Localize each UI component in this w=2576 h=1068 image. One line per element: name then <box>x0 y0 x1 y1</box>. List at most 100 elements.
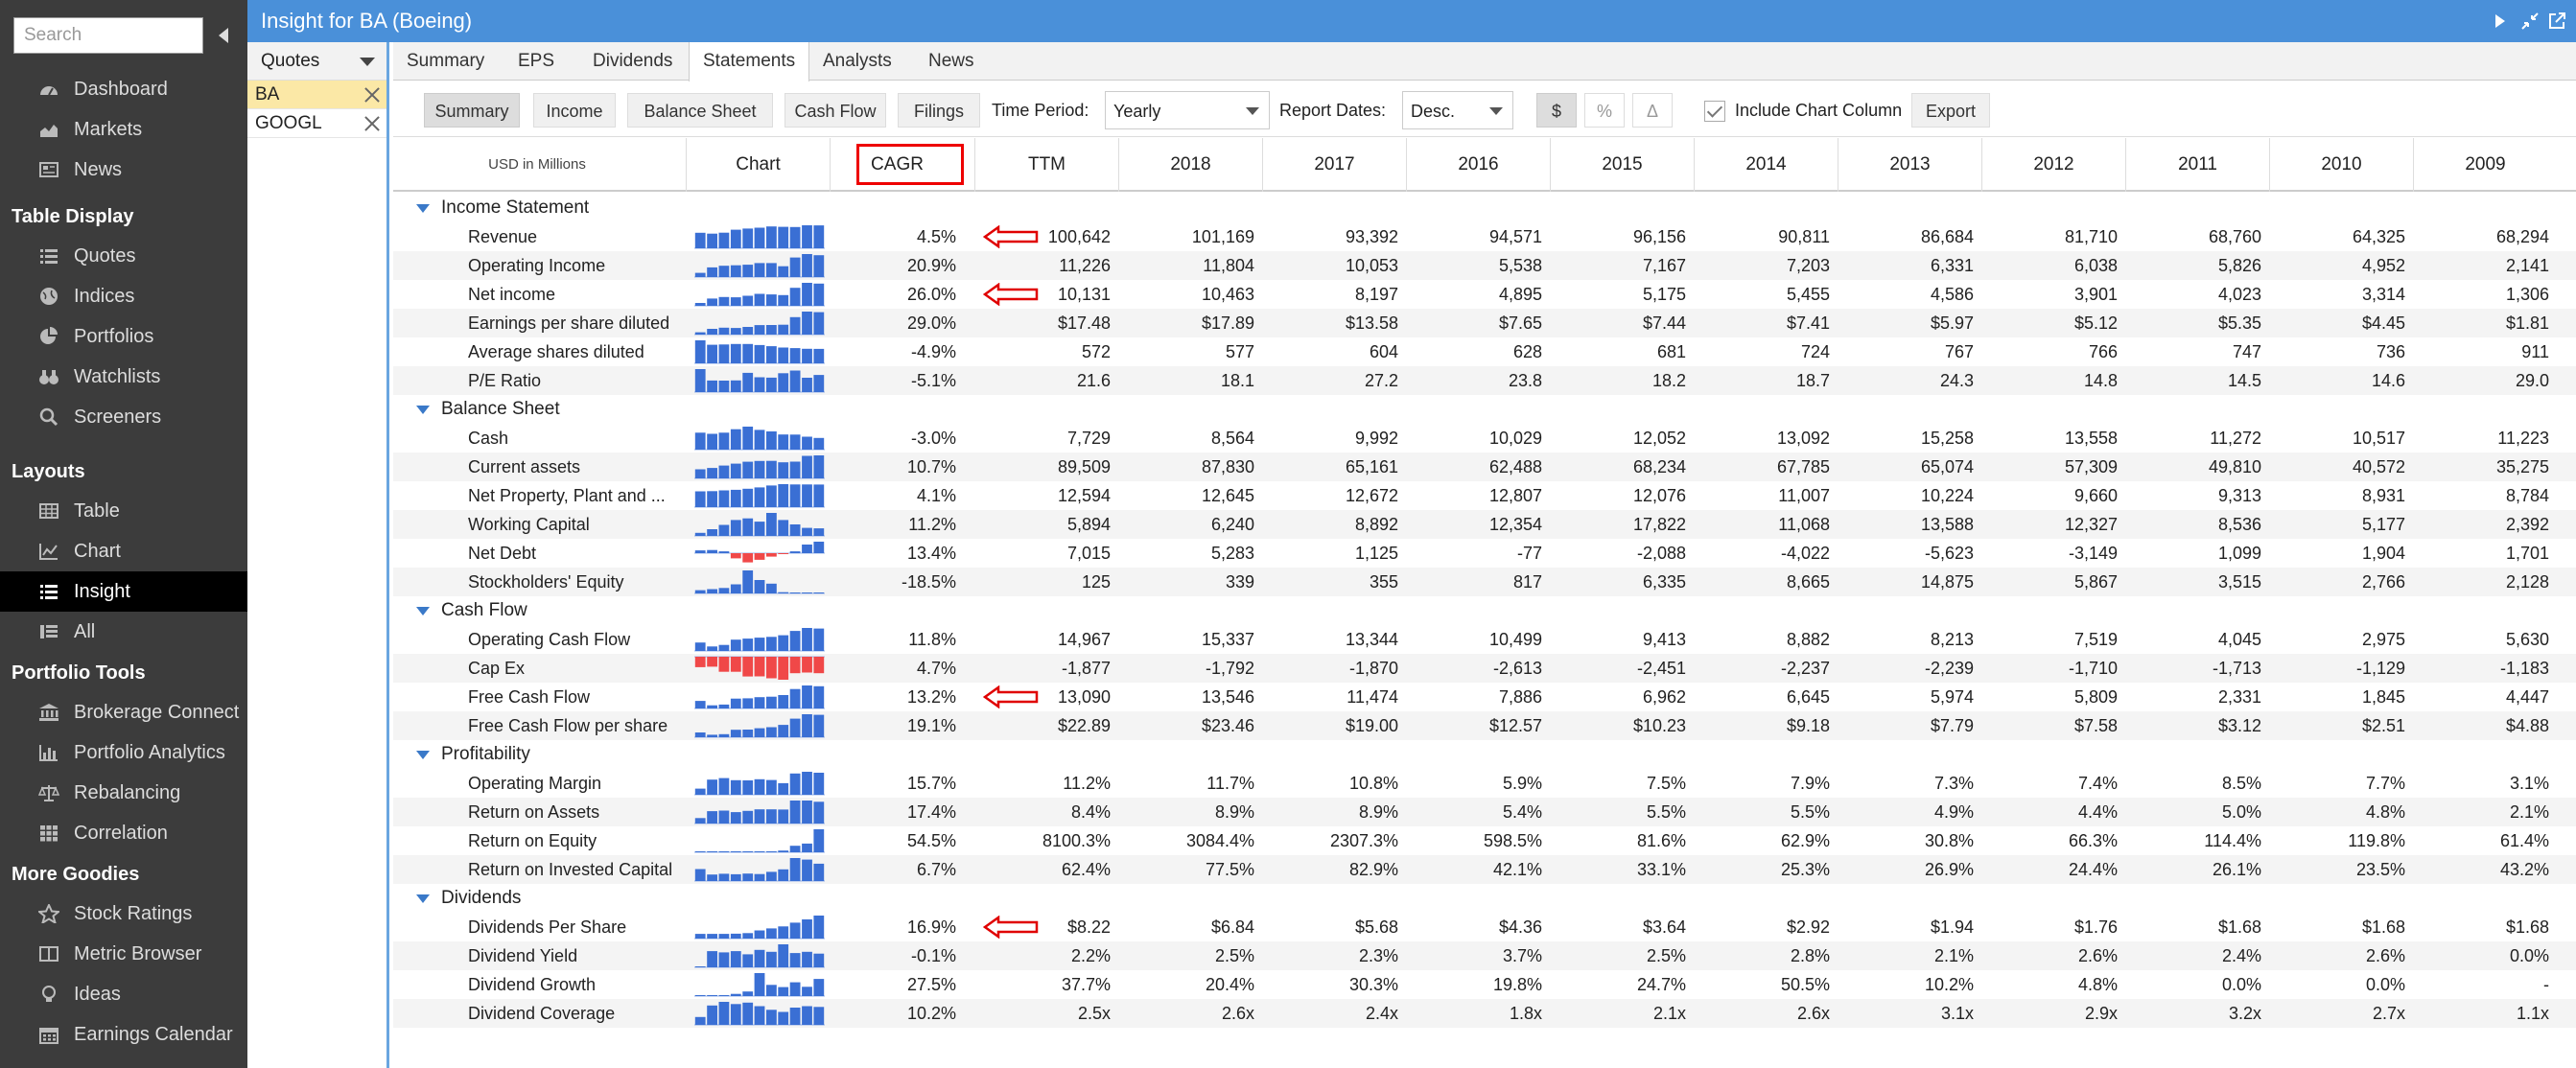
table-row[interactable]: Dividend Yield -0.1% 2.2% 2.5% 2.3% 3.7% 2.5% 2… <box>393 941 2576 970</box>
nav-item-chart[interactable]: Chart <box>0 531 247 571</box>
tab-eps[interactable]: EPS <box>518 51 555 71</box>
close-icon[interactable] <box>363 115 381 132</box>
nav-item-metric-browser[interactable]: Metric Browser <box>0 934 247 974</box>
table-row[interactable]: Cap Ex 4.7% -1,877 -1,792 -1,870 -2,613 -2,451… <box>393 654 2576 683</box>
include-chart-checkbox[interactable] <box>1704 101 1725 122</box>
table-row[interactable]: Operating Income 20.9% 11,226 11,804 10,053 5… <box>393 251 2576 280</box>
nav-item-rebalancing[interactable]: Rebalancing <box>0 773 247 813</box>
table-row[interactable]: Earnings per share diluted 29.0% $17.48 $17… <box>393 309 2576 337</box>
nav-item-indices[interactable]: Indices <box>0 276 247 316</box>
nav-item-brokerage-connect[interactable]: Brokerage Connect <box>0 692 247 732</box>
nav-item-ideas[interactable]: Ideas <box>0 974 247 1014</box>
sparkline-bar <box>789 316 801 335</box>
column-header-2014[interactable]: 2014 <box>1694 138 1838 192</box>
nav-item-screeners[interactable]: Screeners <box>0 397 247 437</box>
table-row[interactable]: Operating Margin 15.7% 11.2% 11.7% 10.8% 5.9%… <box>393 769 2576 798</box>
section-row-income-statement[interactable]: Income Statement <box>393 194 2576 222</box>
value-cell: 3.1x <box>1940 1004 1974 1023</box>
collapse-triangle-icon[interactable] <box>416 894 430 903</box>
table-row[interactable]: Dividends Per Share 16.9% $8.22 $6.84 $5.68 $… <box>393 913 2576 941</box>
nav-item-stock-ratings[interactable]: Stock Ratings <box>0 894 247 934</box>
nav-item-portfolios[interactable]: Portfolios <box>0 316 247 357</box>
table-row[interactable]: Working Capital 11.2% 5,894 6,240 8,892 12,35… <box>393 510 2576 539</box>
tab-dividends[interactable]: Dividends <box>593 51 673 71</box>
table-row[interactable]: Return on Assets 17.4% 8.4% 8.9% 8.9% 5.4% 5.5… <box>393 798 2576 826</box>
table-row[interactable]: Dividend Growth 27.5% 37.7% 20.4% 30.3% 19.8%… <box>393 970 2576 999</box>
cagr-column-header[interactable]: CAGR <box>830 138 964 192</box>
sub-tab-summary[interactable]: Summary <box>424 93 520 128</box>
column-header-2016[interactable]: 2016 <box>1406 138 1550 192</box>
close-icon[interactable] <box>363 86 381 104</box>
tab-news[interactable]: News <box>928 51 974 71</box>
table-row[interactable]: Cash -3.0% 7,729 8,564 9,992 10,029 12,052 13,0… <box>393 424 2576 453</box>
nav-item-dashboard[interactable]: Dashboard <box>0 69 247 109</box>
time-period-select[interactable]: Yearly <box>1105 91 1270 129</box>
collapse-triangle-icon[interactable] <box>416 204 430 213</box>
nav-item-portfolio-analytics[interactable]: Portfolio Analytics <box>0 732 247 773</box>
tab-analysts[interactable]: Analysts <box>823 51 892 71</box>
report-dates-select[interactable]: Desc. <box>1402 91 1513 129</box>
collapse-nav-icon[interactable] <box>217 25 230 46</box>
column-header-ttm[interactable]: TTM <box>974 138 1118 192</box>
column-header-2017[interactable]: 2017 <box>1262 138 1406 192</box>
table-row[interactable]: Net Property, Plant and ... 4.1% 12,594 12,… <box>393 481 2576 510</box>
nav-item-correlation[interactable]: Correlation <box>0 813 247 853</box>
value-cell: 10,499 <box>1488 630 1542 649</box>
tab-summary[interactable]: Summary <box>407 51 485 71</box>
section-row-balance-sheet[interactable]: Balance Sheet <box>393 395 2576 424</box>
table-row[interactable]: Return on Invested Capital 6.7% 62.4% 77.5%… <box>393 855 2576 884</box>
table-row[interactable]: Net income 26.0% 10,131 10,463 8,197 4,895 5,1… <box>393 280 2576 309</box>
nav-item-table[interactable]: Table <box>0 491 247 531</box>
column-header-2009[interactable]: 2009 <box>2413 138 2557 192</box>
table-row[interactable]: Stockholders' Equity -18.5% 125 339 355 817 6,… <box>393 568 2576 596</box>
sub-tab-income[interactable]: Income <box>533 93 616 128</box>
section-row-cash-flow[interactable]: Cash Flow <box>393 596 2576 625</box>
external-link-icon[interactable] <box>2547 12 2566 31</box>
table-row[interactable]: Net Debt 13.4% 7,015 5,283 1,125 -77 -2,088 -4,… <box>393 539 2576 568</box>
nav-item-all[interactable]: All <box>0 612 247 652</box>
nav-item-earnings-calendar[interactable]: Earnings Calendar <box>0 1014 247 1055</box>
delta-button[interactable]: Δ <box>1632 93 1673 128</box>
collapse-triangle-icon[interactable] <box>416 406 430 414</box>
quote-item-googl[interactable]: GOOGL <box>247 109 386 138</box>
section-row-profitability[interactable]: Profitability <box>393 740 2576 769</box>
column-header-2011[interactable]: 2011 <box>2125 138 2269 192</box>
table-row[interactable]: Revenue 4.5% 100,642 101,169 93,392 94,571 96,… <box>393 222 2576 251</box>
nav-item-markets[interactable]: Markets <box>0 109 247 150</box>
nav-item-watchlists[interactable]: Watchlists <box>0 357 247 397</box>
column-header-2018[interactable]: 2018 <box>1118 138 1262 192</box>
sub-tab-balance-sheet[interactable]: Balance Sheet <box>627 93 773 128</box>
tab-statements[interactable]: Statements <box>689 42 810 81</box>
search-input[interactable] <box>14 18 202 53</box>
sub-tab-cash-flow[interactable]: Cash Flow <box>785 93 886 128</box>
quote-item-ba[interactable]: BA <box>247 81 386 109</box>
compress-icon[interactable] <box>2520 12 2540 31</box>
table-row[interactable]: Operating Cash Flow 11.8% 14,967 15,337 13,3… <box>393 625 2576 654</box>
column-header-2015[interactable]: 2015 <box>1550 138 1694 192</box>
collapse-triangle-icon[interactable] <box>416 607 430 615</box>
nav-item-news[interactable]: News <box>0 150 247 190</box>
quotes-dropdown[interactable]: Quotes <box>247 42 386 81</box>
table-row[interactable]: Free Cash Flow 13.2% 13,090 13,546 11,474 7,8… <box>393 683 2576 711</box>
value-cell: 13,092 <box>1776 429 1830 448</box>
dollar-button[interactable]: $ <box>1536 93 1577 128</box>
column-header-2010[interactable]: 2010 <box>2269 138 2413 192</box>
export-button[interactable]: Export <box>1911 93 1990 128</box>
table-row[interactable]: Dividend Coverage 10.2% 2.5x 2.6x 2.4x 1.8x 2.… <box>393 999 2576 1028</box>
table-row[interactable]: P/E Ratio -5.1% 21.6 18.1 27.2 23.8 18.2 18.7 24… <box>393 366 2576 395</box>
play-icon[interactable] <box>2490 12 2509 31</box>
table-row[interactable]: Average shares diluted -4.9% 572 577 604 628 6… <box>393 337 2576 366</box>
section-row-dividends[interactable]: Dividends <box>393 884 2576 913</box>
value-cell: 339 <box>1225 572 1254 592</box>
table-row[interactable]: Return on Equity 54.5% 8100.3% 3084.4% 2307.… <box>393 826 2576 855</box>
percent-button[interactable]: % <box>1584 93 1625 128</box>
table-row[interactable]: Current assets 10.7% 89,509 87,830 65,161 62,… <box>393 453 2576 481</box>
column-header-2012[interactable]: 2012 <box>1981 138 2125 192</box>
collapse-triangle-icon[interactable] <box>416 751 430 759</box>
column-header-2013[interactable]: 2013 <box>1838 138 1981 192</box>
search-box[interactable] <box>13 17 203 54</box>
nav-item-quotes[interactable]: Quotes <box>0 236 247 276</box>
sub-tab-filings[interactable]: Filings <box>898 93 980 128</box>
table-row[interactable]: Free Cash Flow per share 19.1% $22.89 $23.4… <box>393 711 2576 740</box>
nav-item-insight[interactable]: Insight <box>0 571 247 612</box>
